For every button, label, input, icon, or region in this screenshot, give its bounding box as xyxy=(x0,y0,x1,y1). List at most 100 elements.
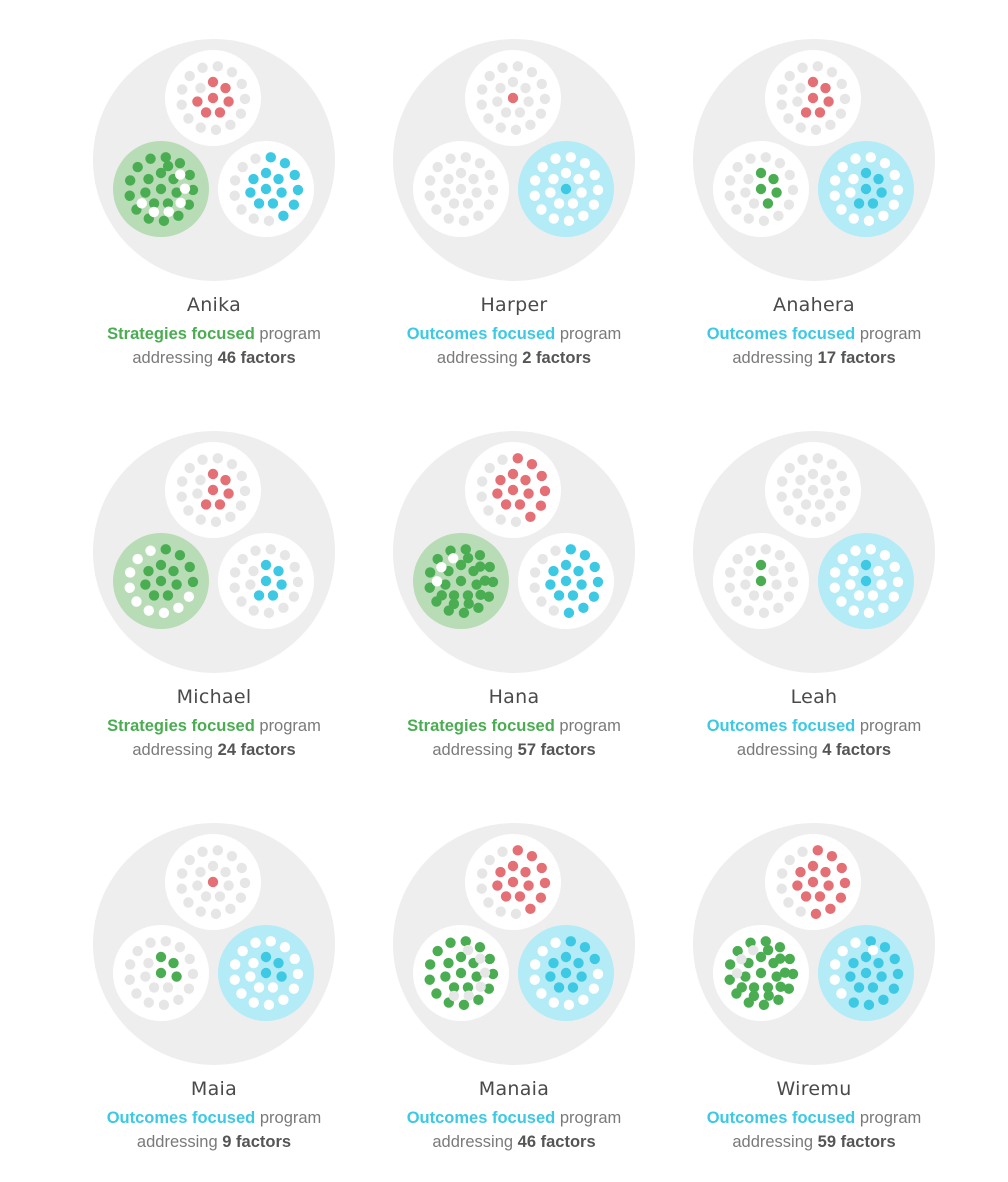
factor-dot-active xyxy=(560,183,572,195)
factor-dot xyxy=(510,516,522,528)
factor-dot xyxy=(474,158,486,169)
factor-dot xyxy=(195,866,206,878)
factor-dot-active xyxy=(792,880,803,891)
factor-dot xyxy=(455,167,467,179)
factor-dot xyxy=(173,994,184,1006)
factor-dot xyxy=(592,184,604,196)
factor-dot xyxy=(226,851,238,862)
factor-dot xyxy=(812,61,823,72)
factor-dot xyxy=(836,988,847,999)
factor-dot xyxy=(236,204,247,215)
factor-dot xyxy=(592,968,604,980)
factor-dot-active xyxy=(774,942,786,953)
program-description: Outcomes focused program addressing 59 fa… xyxy=(664,1106,964,1154)
factor-dot-active xyxy=(823,96,834,107)
factor-dot xyxy=(848,605,859,616)
factor-dot-active xyxy=(748,982,760,993)
factor-dot-active xyxy=(207,876,219,888)
red-cluster xyxy=(165,442,261,538)
factor-dot-active xyxy=(535,892,547,903)
factor-dot-active xyxy=(289,169,300,181)
factor-dot-active xyxy=(876,971,887,982)
factor-dot-active xyxy=(458,999,470,1011)
factor-dot xyxy=(539,93,551,105)
factor-dot xyxy=(460,152,471,163)
factor-dot xyxy=(192,880,203,891)
factor-dot xyxy=(183,897,194,908)
addressing-word: addressing xyxy=(436,349,518,367)
factor-dot-active xyxy=(267,590,279,601)
program-description: Outcomes focused program addressing 17 fa… xyxy=(664,322,964,370)
factor-dot xyxy=(158,999,170,1011)
addressing-word: addressing xyxy=(732,1133,814,1151)
factor-dot xyxy=(263,999,275,1011)
factor-dot xyxy=(863,607,875,619)
factor-dot-active xyxy=(879,942,891,953)
factor-dot-active xyxy=(512,453,523,464)
factor-dot-active xyxy=(448,982,460,993)
green-cluster xyxy=(113,141,209,237)
factor-dot xyxy=(236,862,247,874)
factor-dot xyxy=(760,152,771,163)
factor-dot-active xyxy=(473,602,484,614)
factor-dot xyxy=(476,883,487,894)
factor-dot-active xyxy=(860,559,872,571)
factor-dot xyxy=(136,198,147,209)
factor-dot xyxy=(795,514,806,525)
factors-word: factors xyxy=(240,741,296,759)
factor-dot xyxy=(195,906,206,917)
factor-dot-active xyxy=(800,891,812,902)
blue-cluster xyxy=(818,141,914,237)
factor-dot-active xyxy=(158,215,170,227)
factor-dot-active xyxy=(487,576,499,588)
factor-dot xyxy=(278,994,289,1006)
factor-dot xyxy=(724,190,735,201)
factor-dot xyxy=(124,959,136,970)
factor-dot xyxy=(825,119,836,131)
factor-dot-active xyxy=(860,951,872,963)
program-card: Leah Outcomes focused program addressing 4… xyxy=(664,430,964,762)
factor-dot xyxy=(850,545,861,556)
factor-dot xyxy=(267,982,279,993)
factor-dot-active xyxy=(848,957,859,969)
factor-dot-active xyxy=(495,474,506,486)
factor-dot xyxy=(535,108,547,119)
factor-dot-active xyxy=(823,880,834,891)
green-cluster xyxy=(113,925,209,1021)
factor-dot xyxy=(278,602,289,614)
green-cluster xyxy=(413,533,509,629)
factor-dot xyxy=(212,845,223,856)
factor-dot xyxy=(145,937,156,948)
focus-label: Outcomes focused xyxy=(406,325,556,343)
factor-dot xyxy=(458,215,470,227)
factor-dot xyxy=(889,561,900,573)
factor-dot-active xyxy=(168,957,179,969)
factor-dot xyxy=(787,576,799,588)
factor-dot xyxy=(497,846,508,857)
factor-dot-active xyxy=(560,951,572,963)
factor-dot xyxy=(836,470,847,482)
factor-dot xyxy=(731,968,743,979)
factor-dot xyxy=(783,113,794,124)
factor-dot xyxy=(892,576,904,588)
factor-dot xyxy=(210,124,222,136)
factor-dot xyxy=(483,505,494,516)
factor-dot xyxy=(495,122,506,133)
factor-dot-active xyxy=(755,183,767,195)
factor-dot xyxy=(197,846,208,857)
factor-dot xyxy=(124,567,136,578)
factor-dot-active xyxy=(812,845,823,856)
factor-dot xyxy=(548,173,559,185)
factor-dot-active xyxy=(278,210,289,222)
focus-label: Strategies focused xyxy=(407,717,555,735)
program-word: program xyxy=(859,1109,922,1127)
factor-dot xyxy=(225,511,236,523)
factor-dot xyxy=(431,576,443,587)
factor-dot-active xyxy=(173,210,184,222)
factor-dot-active xyxy=(545,579,556,590)
factor-dot xyxy=(792,96,803,107)
factor-dot xyxy=(462,944,474,956)
addressing-word: addressing xyxy=(132,349,214,367)
addressing-word: addressing xyxy=(732,349,814,367)
factor-dot-active xyxy=(440,579,451,590)
